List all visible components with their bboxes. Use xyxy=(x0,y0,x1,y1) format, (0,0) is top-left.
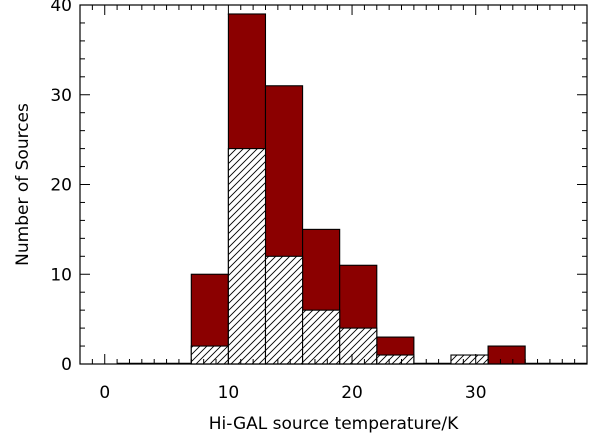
x-tick-label: 30 xyxy=(465,383,487,403)
hatched-bar xyxy=(264,255,304,365)
solid-bar xyxy=(487,345,526,365)
hatched-bar xyxy=(227,148,267,365)
x-tick-label: 10 xyxy=(218,383,240,403)
hatched-bar xyxy=(302,309,341,365)
hatched-bar xyxy=(376,354,415,365)
hatched-bar xyxy=(450,354,489,365)
hatched-bar xyxy=(190,345,229,365)
y-tick-label: 30 xyxy=(50,86,72,106)
ticks-layer xyxy=(79,4,588,365)
x-tick-label: 20 xyxy=(341,383,363,403)
x-axis-label: Hi-GAL source temperature/K xyxy=(209,414,459,434)
y-axis-label: Number of Sources xyxy=(13,103,33,266)
y-tick-label: 20 xyxy=(50,176,72,196)
x-tick-label: 0 xyxy=(99,383,110,403)
y-tick-label: 10 xyxy=(50,265,72,285)
bars-layer xyxy=(117,13,587,365)
y-tick-label: 0 xyxy=(61,355,72,375)
tick-labels-layer: 0 10 20 30 0 10 20 30 40 xyxy=(50,0,486,403)
hatched-bar xyxy=(339,327,378,365)
y-tick-label: 40 xyxy=(50,0,72,16)
